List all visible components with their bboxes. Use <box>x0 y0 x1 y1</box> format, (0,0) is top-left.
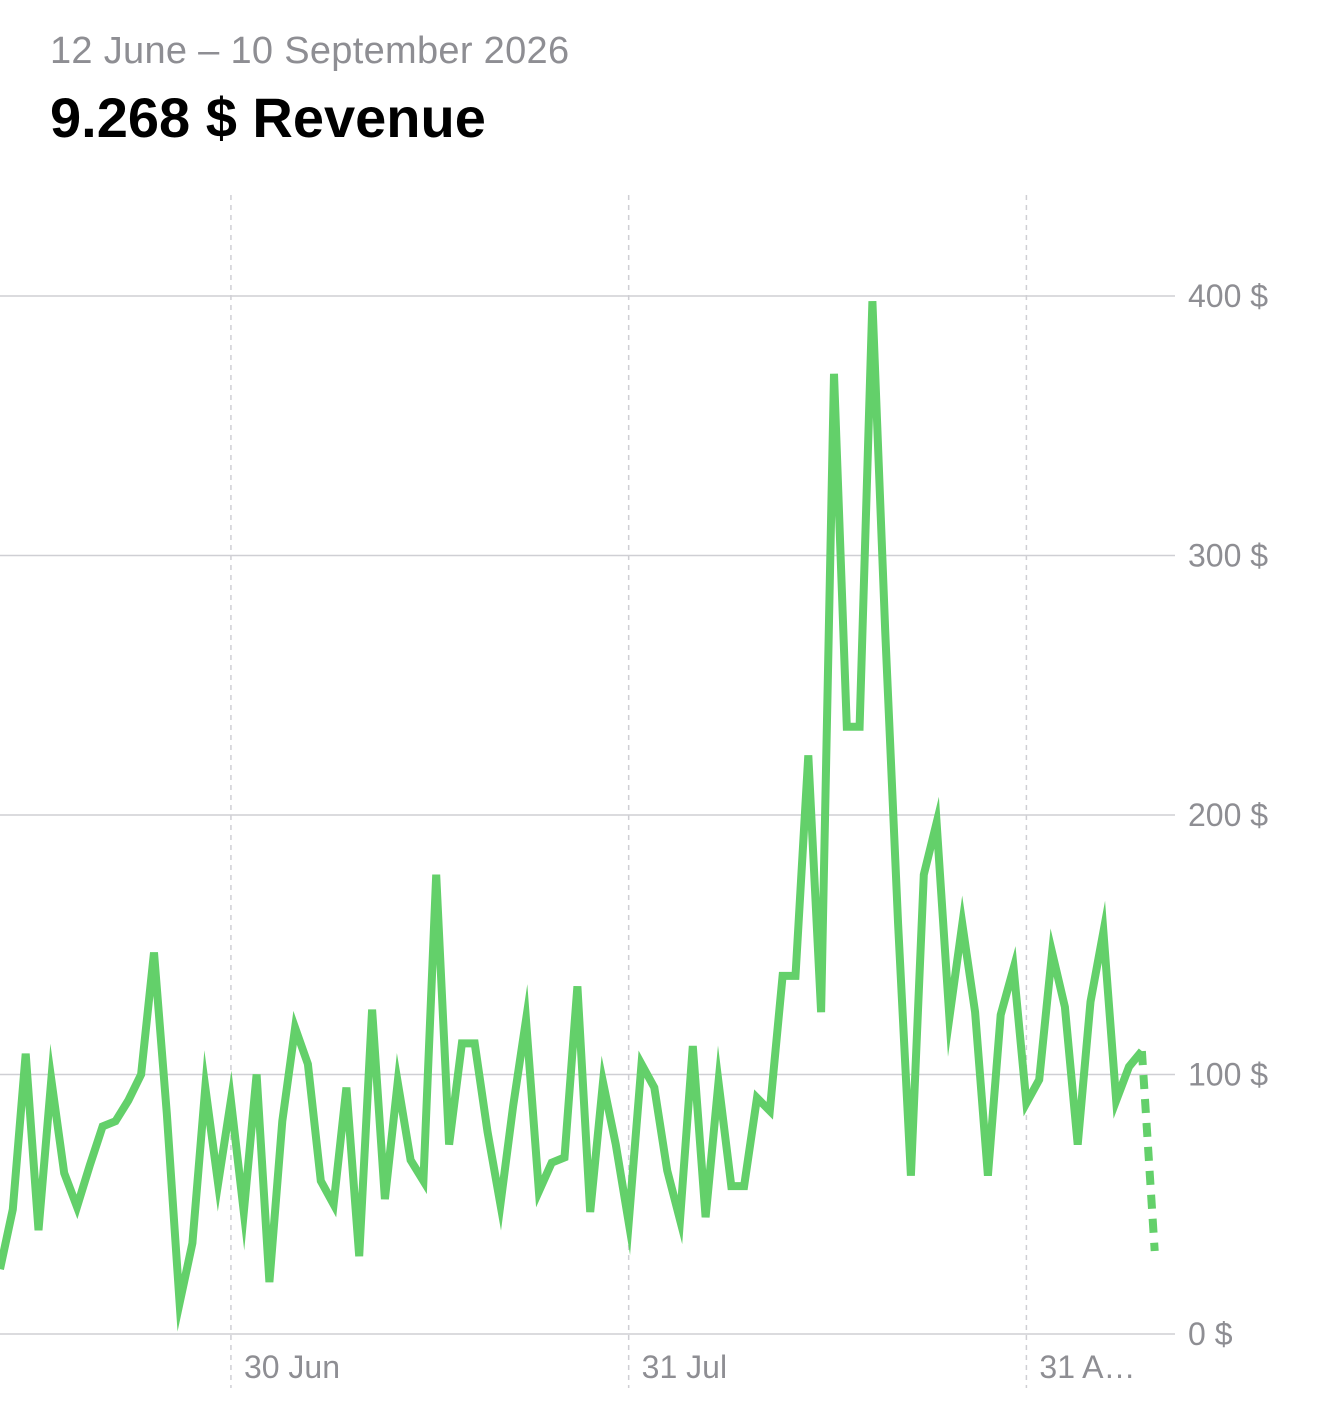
y-tick-label: 300 $ <box>1188 538 1268 574</box>
x-tick-label: 31 A… <box>1039 1349 1135 1385</box>
series-layer <box>0 301 1159 1332</box>
date-range-label: 12 June – 10 September 2026 <box>50 30 570 72</box>
x-tick-label: 30 Jun <box>244 1349 340 1385</box>
y-tick-label: 100 $ <box>1188 1057 1268 1093</box>
revenue-total-headline: 9.268 $ Revenue <box>50 86 486 149</box>
y-tick-label: 200 $ <box>1188 797 1268 833</box>
revenue-series-line <box>0 301 1145 1332</box>
x-tick-label: 31 Jul <box>642 1349 727 1385</box>
y-tick-label: 400 $ <box>1188 278 1268 314</box>
chart-header: 12 June – 10 September 2026 9.268 $ Reve… <box>50 28 569 150</box>
axis-labels: 0 $ 100 $ 200 $ 300 $ 400 $ 30 Jun 31 Jul 31 A… <box>244 278 1268 1385</box>
projected-series-line <box>1137 1050 1159 1252</box>
y-tick-label: 0 $ <box>1188 1316 1233 1352</box>
